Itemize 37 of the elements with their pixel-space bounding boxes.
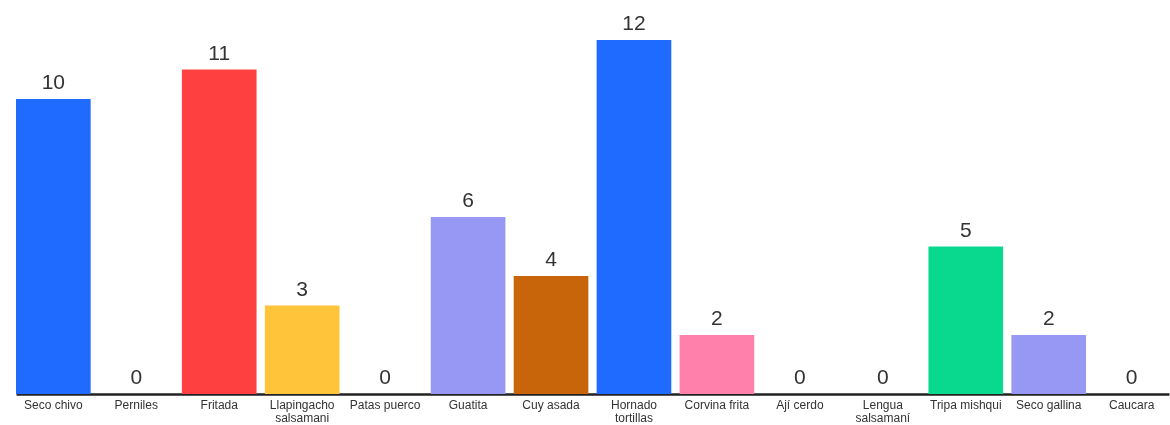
data-label: 5 [959,217,972,241]
bar [513,276,589,394]
x-tick-label: Lengua salsamaní [855,397,911,425]
x-tick-label: Guatita [448,397,488,412]
data-label: 0 [1125,365,1138,388]
x-tick-label: Seco chivo [23,397,83,412]
bar [596,40,672,394]
bar [679,335,755,394]
x-tick-label: Cuy asada [522,397,581,412]
x-tick-label: Tripa mishqui [929,397,1002,412]
bar [430,217,506,394]
bar [1011,335,1087,394]
x-tick-label: Fritada [200,397,239,412]
x-tick-label: Llapingacho salsamani [269,397,335,425]
data-label: 12 [622,11,646,34]
x-tick-label: Ají cerdo [776,397,824,412]
x-tick-label: Seco gallina [1016,397,1082,412]
data-label: 0 [876,365,889,388]
data-label: 4 [545,247,558,270]
data-label: 6 [462,188,474,211]
bar [16,99,91,394]
x-tick-label: Hornado tortillas [610,397,658,425]
x-tick-label: Caucara [1108,397,1155,412]
x-tick-label: Patas puerco [349,397,421,412]
data-label: 0 [379,365,391,388]
data-label: 2 [711,306,723,329]
data-label: 2 [1042,306,1055,329]
x-tick-label: Perniles [114,397,158,412]
data-label: 10 [41,70,66,93]
bar [264,305,340,394]
data-label: 3 [296,276,309,300]
data-label: 0 [794,365,806,388]
x-tick-label: Corvina frita [684,397,750,412]
data-label: 0 [130,365,143,388]
data-label: 11 [208,40,231,64]
bar [928,246,1004,394]
bar [181,69,257,394]
